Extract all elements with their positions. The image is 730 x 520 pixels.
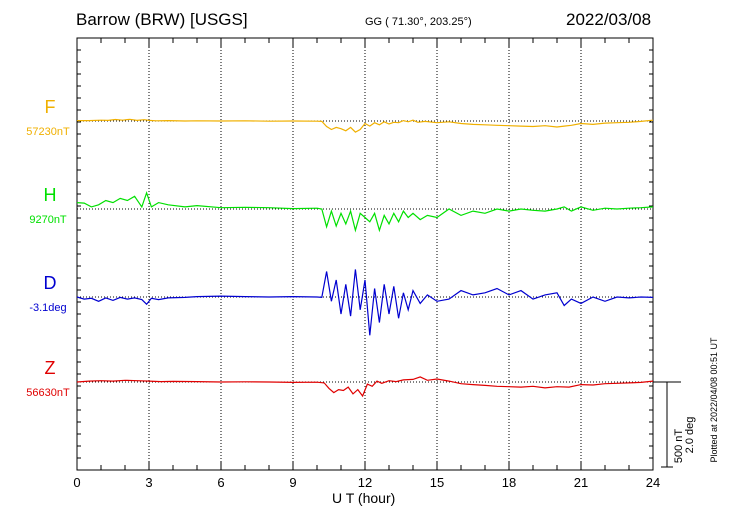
baseline-value-H: 9270nT <box>29 214 67 226</box>
x-tick-label: 21 <box>574 475 588 490</box>
x-axis-label: U T (hour) <box>332 490 396 506</box>
series-line-D <box>76 269 654 336</box>
date-label: 2022/03/08 <box>566 10 652 29</box>
series-line-Z <box>76 376 654 398</box>
station-title: Barrow (BRW) [USGS] <box>76 10 248 29</box>
baseline-value-F: 57230nT <box>26 126 70 138</box>
x-tick-label: 12 <box>358 475 372 490</box>
x-tick-label: 9 <box>289 475 296 490</box>
x-tick-label: 3 <box>145 475 152 490</box>
series-line-H <box>76 190 654 233</box>
component-label-H: H <box>44 185 57 205</box>
x-tick-label: 18 <box>502 475 516 490</box>
component-label-F: F <box>45 97 56 117</box>
x-tick-label: 15 <box>430 475 444 490</box>
series-line-F <box>77 118 654 133</box>
baseline-value-Z: 56630nT <box>26 387 70 399</box>
x-tick-label: 24 <box>646 475 660 490</box>
scale-label-deg: 2.0 deg <box>684 416 696 454</box>
coords-label: GG ( 71.30°, 203.25°) <box>365 16 472 28</box>
component-label-Z: Z <box>45 358 56 378</box>
component-label-D: D <box>44 273 57 293</box>
x-tick-label: 6 <box>217 475 224 490</box>
baseline-value-D: -3.1deg <box>29 302 66 314</box>
plotted-timestamp: Plotted at 2022/04/08 00:51 UT <box>709 337 719 463</box>
x-tick-label: 0 <box>73 475 80 490</box>
